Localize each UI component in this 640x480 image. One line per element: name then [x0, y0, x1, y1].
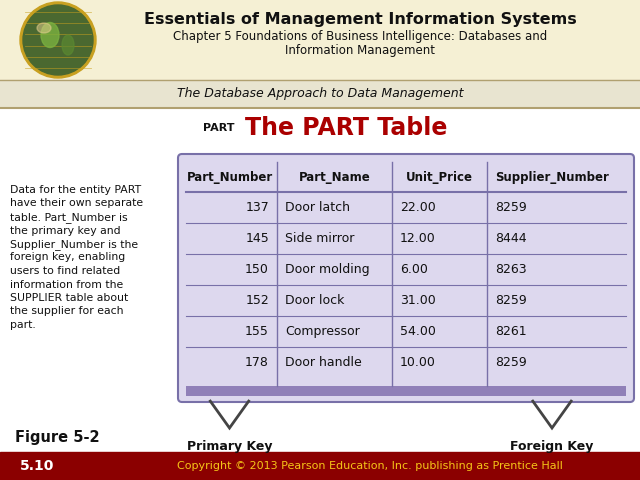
Bar — [186, 386, 626, 396]
Text: 5.10: 5.10 — [20, 459, 54, 473]
Text: PART: PART — [203, 123, 234, 133]
Text: Foreign Key: Foreign Key — [510, 440, 594, 453]
Text: Primary Key: Primary Key — [187, 440, 272, 453]
Circle shape — [23, 5, 93, 75]
Text: 10.00: 10.00 — [400, 356, 436, 369]
Text: 155: 155 — [245, 325, 269, 338]
Bar — [186, 162, 626, 192]
Text: The Database Approach to Data Management: The Database Approach to Data Management — [177, 87, 463, 100]
Text: part.: part. — [10, 320, 36, 330]
Circle shape — [20, 2, 96, 78]
Bar — [0, 80, 640, 108]
Text: information from the: information from the — [10, 279, 124, 289]
Text: Door handle: Door handle — [285, 356, 362, 369]
Text: Supplier_Number: Supplier_Number — [495, 170, 609, 183]
Text: Part_Name: Part_Name — [299, 170, 371, 183]
Text: Door molding: Door molding — [285, 263, 370, 276]
Text: Copyright © 2013 Pearson Education, Inc. publishing as Prentice Hall: Copyright © 2013 Pearson Education, Inc.… — [177, 461, 563, 471]
Ellipse shape — [62, 35, 74, 55]
Ellipse shape — [37, 23, 51, 33]
Text: 150: 150 — [245, 263, 269, 276]
Text: 8444: 8444 — [495, 232, 527, 245]
Text: Supplier_Number is the: Supplier_Number is the — [10, 239, 138, 250]
Text: 8259: 8259 — [495, 356, 527, 369]
Text: Side mirror: Side mirror — [285, 232, 355, 245]
Bar — [0, 452, 640, 480]
Text: 54.00: 54.00 — [400, 325, 436, 338]
Text: the primary key and: the primary key and — [10, 226, 120, 236]
Bar — [0, 108, 640, 448]
Text: SUPPLIER table about: SUPPLIER table about — [10, 293, 128, 303]
Text: 6.00: 6.00 — [400, 263, 428, 276]
Text: foreign key, enabling: foreign key, enabling — [10, 252, 125, 263]
Text: 8259: 8259 — [495, 294, 527, 307]
Text: Data for the entity PART: Data for the entity PART — [10, 185, 141, 195]
Text: Figure 5-2: Figure 5-2 — [15, 430, 100, 445]
Text: 8261: 8261 — [495, 325, 527, 338]
Text: Part_Number: Part_Number — [186, 170, 273, 183]
Text: 22.00: 22.00 — [400, 201, 436, 214]
Text: 12.00: 12.00 — [400, 232, 436, 245]
Text: 137: 137 — [245, 201, 269, 214]
Text: Essentials of Management Information Systems: Essentials of Management Information Sys… — [143, 12, 577, 27]
Text: 145: 145 — [245, 232, 269, 245]
Text: 178: 178 — [245, 356, 269, 369]
Text: 8259: 8259 — [495, 201, 527, 214]
Text: have their own separate: have their own separate — [10, 199, 143, 208]
Text: the supplier for each: the supplier for each — [10, 307, 124, 316]
Text: 31.00: 31.00 — [400, 294, 436, 307]
Text: Door lock: Door lock — [285, 294, 344, 307]
Bar — [0, 0, 640, 80]
Text: 8263: 8263 — [495, 263, 527, 276]
Text: users to find related: users to find related — [10, 266, 120, 276]
FancyBboxPatch shape — [178, 154, 634, 402]
Text: The PART Table: The PART Table — [245, 116, 447, 140]
Text: Unit_Price: Unit_Price — [406, 170, 473, 183]
Text: Door latch: Door latch — [285, 201, 350, 214]
Text: 152: 152 — [245, 294, 269, 307]
Text: table. Part_Number is: table. Part_Number is — [10, 212, 127, 223]
Text: Information Management: Information Management — [285, 44, 435, 57]
Text: Chapter 5 Foundations of Business Intelligence: Databases and: Chapter 5 Foundations of Business Intell… — [173, 30, 547, 43]
Text: Compressor: Compressor — [285, 325, 360, 338]
Ellipse shape — [41, 23, 59, 48]
